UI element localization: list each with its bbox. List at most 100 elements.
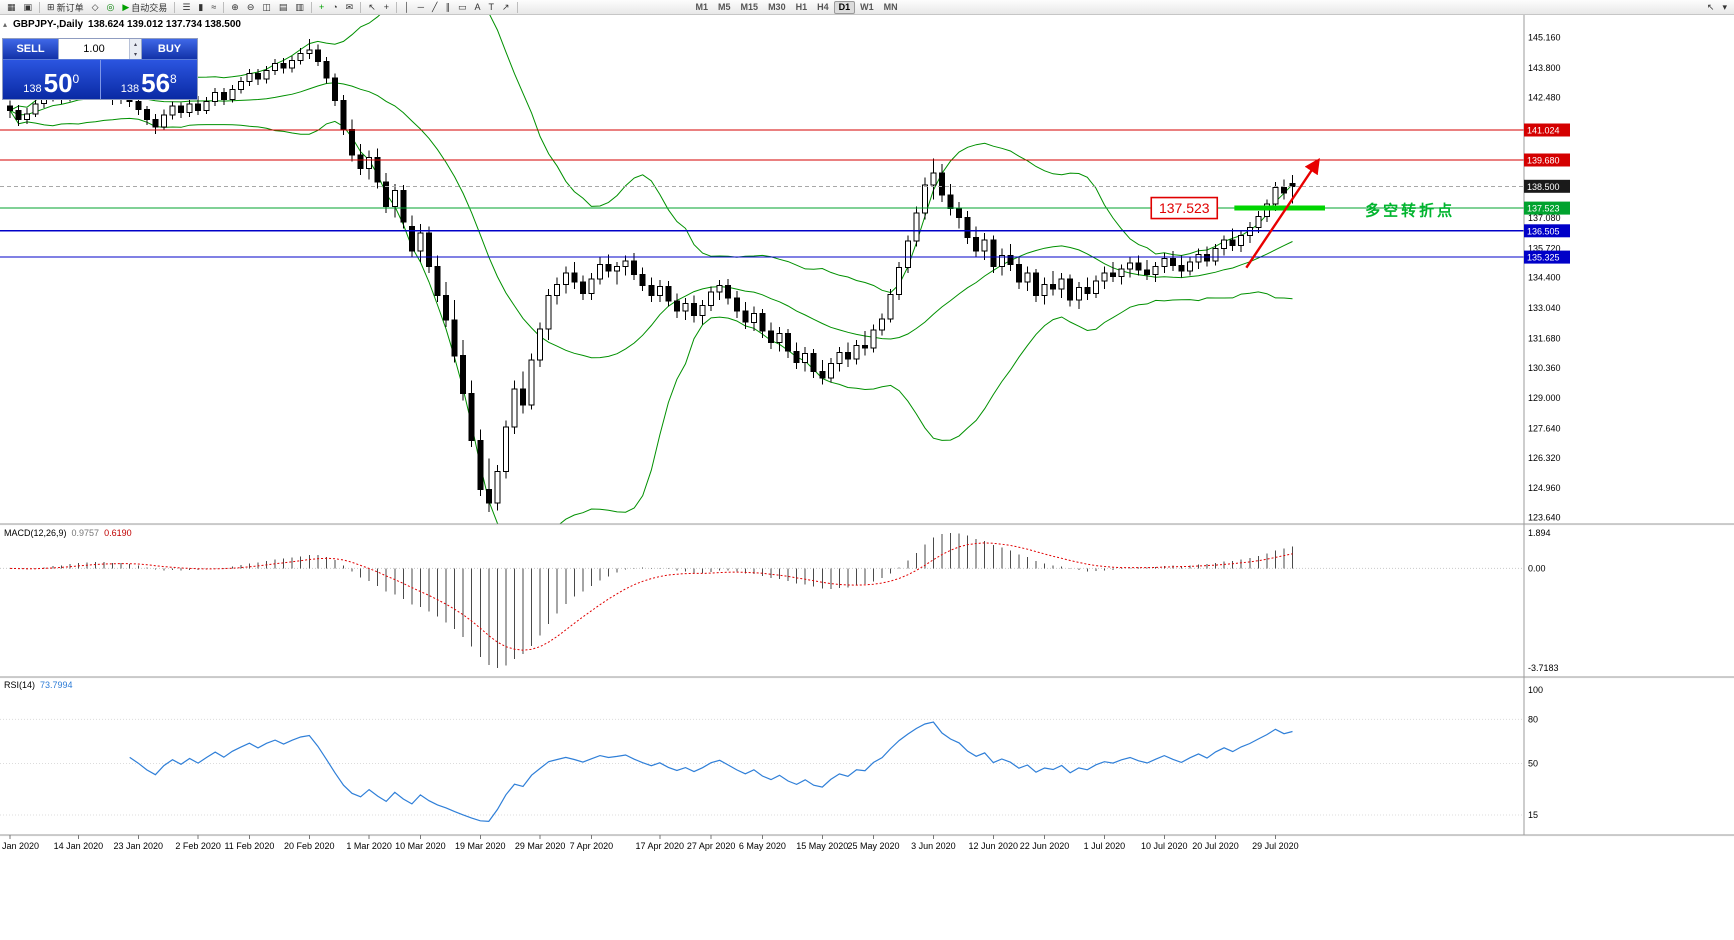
candle-body (776, 332, 783, 343)
candle-body (272, 63, 279, 71)
price-axis-label: 143.800 (1528, 63, 1561, 73)
candle-body (408, 225, 415, 252)
cursor-button[interactable]: ↖ (364, 1, 380, 14)
date-label: 15 May 2020 (796, 841, 848, 851)
timeframe-w1[interactable]: W1 (860, 2, 874, 12)
buy-button[interactable]: BUY (142, 39, 197, 59)
vertical-line-icon: │ (404, 1, 410, 12)
candle-body (870, 329, 877, 349)
sell-button[interactable]: SELL (3, 39, 58, 59)
price-axis-flag-text: 139.680 (1527, 156, 1560, 166)
timeframe-m5[interactable]: M5 (718, 2, 731, 12)
candle-body (887, 293, 894, 320)
vertical-line-button[interactable]: │ (400, 1, 414, 14)
volume-decrease-button[interactable]: ▾ (130, 49, 141, 59)
price-axis-flag (1524, 250, 1570, 264)
candle-body (862, 345, 868, 349)
profiles-button[interactable]: ▣ (20, 1, 37, 14)
bid-big-digits: 50 (43, 68, 73, 98)
candle-body (956, 208, 963, 219)
price-axis-label: 135.720 (1528, 243, 1561, 253)
cascade-windows-button[interactable]: ▤ (275, 1, 292, 14)
timeframe-h1[interactable]: H1 (795, 2, 808, 12)
price-flag-box[interactable] (1150, 196, 1219, 220)
zoom-out-button[interactable]: ⊖ (243, 1, 259, 14)
candle-body (186, 103, 193, 114)
alerts-button[interactable]: ◇ (88, 1, 103, 14)
date-label: 29 Jul 2020 (1252, 841, 1299, 851)
arrow-objects-button[interactable]: ↗ (498, 1, 514, 14)
candle-body (7, 105, 13, 111)
new-chart-button[interactable]: ▦ (3, 1, 20, 14)
candle-body (537, 328, 544, 361)
rsi-pane: 100 80 50 15 (0, 685, 1543, 823)
candle-body (964, 217, 971, 239)
timeframe-mn[interactable]: MN (883, 2, 898, 12)
date-label: 3 Jun 2020 (911, 841, 956, 851)
price-axis-label: 134.400 (1528, 273, 1561, 283)
auto-trading-button[interactable]: ▶ 自动交易 (118, 1, 171, 14)
toolbar-timeframes: M1 M5 M15 M30 H1 H4 D1 W1 MN (691, 0, 903, 14)
tile-windows-button[interactable]: ◫ (258, 1, 275, 14)
buy-price-button[interactable]: 138568 (100, 60, 197, 99)
templates-button[interactable]: ✉ (342, 1, 358, 14)
periods-menu-button[interactable]: ◔ (328, 1, 341, 14)
date-label: 25 May 2020 (848, 841, 900, 851)
add-indicator-button[interactable]: + (315, 1, 328, 14)
candle-body (349, 128, 355, 156)
timeframe-m15[interactable]: M15 (740, 2, 759, 12)
candle-body (725, 285, 732, 299)
bar-chart-mode-button[interactable]: ☰ (178, 1, 194, 14)
toolbar-right-group: ↖ ▾ (1703, 0, 1731, 14)
candle-body (289, 59, 296, 69)
shapes-icon: ▭ (457, 1, 467, 12)
trendline-button[interactable]: ╱ (428, 1, 441, 14)
indicator-list-button[interactable]: ◎ (103, 1, 119, 14)
toolbar-overflow-button[interactable]: ▾ (1718, 1, 1731, 14)
volume-input[interactable]: 1.00 ▴ ▾ (58, 39, 142, 59)
date-label: 12 Jun 2020 (968, 841, 1018, 851)
candle-body (571, 272, 578, 283)
new-order-button[interactable]: ⊞ 新订单 (43, 1, 88, 14)
timeframe-m30[interactable]: M30 (768, 2, 786, 12)
text-button[interactable]: A (470, 1, 484, 14)
sell-price-button[interactable]: 138500 (3, 60, 101, 99)
candle-body (759, 312, 766, 332)
bid-pipette: 0 (72, 72, 80, 86)
price-axis-flag-text: 135.325 (1527, 253, 1560, 263)
candle-body (913, 212, 920, 242)
timeframe-d1[interactable]: D1 (833, 0, 856, 14)
candle-body (494, 471, 501, 504)
candle-chart-mode-button[interactable]: ▮ (194, 1, 207, 14)
macd-pane: 1.894 0.00 -3.7183 (0, 528, 1559, 673)
date-label: 10 Mar 2020 (395, 841, 446, 851)
macd-scale-label: -3.7183 (1528, 663, 1559, 673)
timeframe-h4[interactable]: H4 (817, 2, 829, 12)
horizontal-line-button[interactable]: ─ (414, 1, 428, 14)
candle-body (460, 355, 467, 395)
equidistant-channel-button[interactable]: ∥ (441, 1, 454, 14)
crosshair-button[interactable]: + (380, 1, 393, 14)
line-chart-mode-button[interactable]: ≈ (207, 1, 220, 14)
price-axis-label: 126.320 (1528, 453, 1561, 463)
pivot-label-text[interactable]: 多空转折点 (1365, 201, 1455, 219)
one-click-collapse-icon[interactable]: ▴ (3, 20, 8, 29)
candle-body (785, 332, 792, 352)
text-label-button[interactable]: T (484, 1, 498, 14)
zoom-in-button[interactable]: ⊕ (227, 1, 243, 14)
candle-body (597, 263, 603, 280)
candle-body (391, 190, 398, 207)
candle-body (639, 273, 646, 286)
trend-arrow[interactable] (1245, 158, 1320, 269)
toolbar-separator (396, 1, 397, 13)
toolbar-separator (223, 1, 225, 13)
candle-body (263, 69, 270, 80)
timeframe-m1[interactable]: M1 (695, 2, 709, 12)
pointer-tool-button[interactable]: ↖ (1703, 1, 1719, 14)
shapes-button[interactable]: ▭ (454, 1, 471, 14)
volume-increase-button[interactable]: ▴ (130, 39, 141, 49)
arrange-windows-button[interactable]: ▥ (291, 1, 308, 14)
volume-value[interactable]: 1.00 (83, 43, 105, 55)
